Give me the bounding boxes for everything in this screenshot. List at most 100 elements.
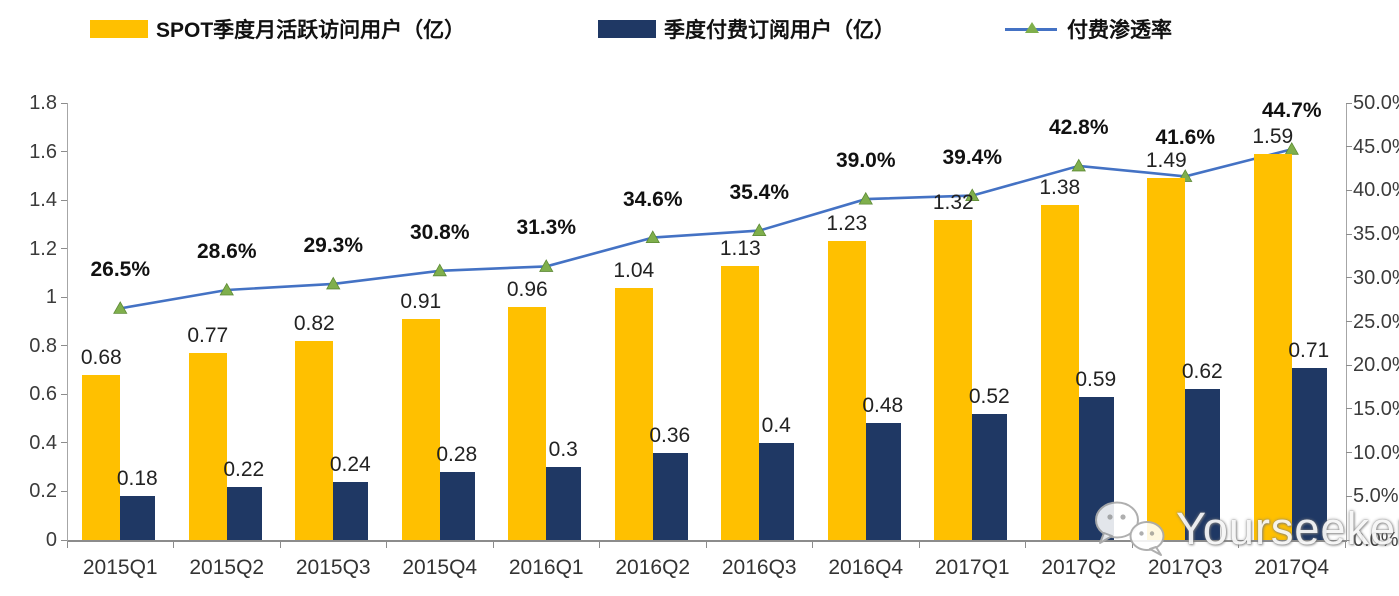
penetration-value-label: 34.6% (622, 187, 683, 211)
penetration-line (120, 148, 1293, 310)
right-axis-tick (1346, 189, 1352, 191)
x-axis-category-label: 2015Q3 (295, 556, 371, 579)
penetration-marker-icon (752, 223, 767, 237)
right-axis-tick-label: 5.0% (1353, 485, 1399, 508)
mau-bar (1147, 178, 1186, 540)
x-axis-tick (1344, 542, 1346, 548)
x-axis-category-label: 2015Q4 (402, 556, 478, 579)
x-axis-tick (918, 542, 920, 548)
x-axis-category-label: 2017Q1 (934, 556, 1010, 579)
x-axis-category-label: 2016Q2 (615, 556, 691, 579)
x-axis-category-label: 2015Q2 (189, 556, 265, 579)
penetration-value-label: 42.8% (1048, 115, 1109, 139)
x-axis-category-label: 2016Q3 (721, 556, 797, 579)
wechat-icon (1095, 501, 1165, 556)
subscriber-bar (333, 481, 369, 540)
mau-bar-value-label: 1.32 (932, 190, 974, 214)
right-axis-tick-label: 0.0% (1353, 529, 1399, 551)
penetration-marker-icon (432, 263, 447, 277)
left-axis-tick (61, 248, 67, 250)
subscriber-bar (546, 467, 582, 540)
right-axis-tick (1346, 102, 1352, 104)
mau-bar-value-label: 1.49 (1145, 149, 1187, 173)
x-axis-category-label: 2017Q4 (1254, 556, 1330, 579)
subscriber-bar (759, 442, 795, 540)
right-axis-tick (1346, 233, 1352, 235)
x-axis-tick (1025, 542, 1026, 548)
mau-bar (614, 287, 653, 540)
left-axis-tick (61, 102, 67, 104)
subscriber-bar-value-label: 0.52 (968, 384, 1010, 408)
penetration-marker-icon (1071, 158, 1086, 172)
subscriber-bar (972, 413, 1008, 540)
right-axis-tick-label: 50.0% (1353, 92, 1399, 114)
plot-area (67, 103, 1347, 542)
mau-bar (295, 340, 334, 540)
left-axis-tick (61, 296, 67, 298)
right-axis-tick-label: 15.0% (1353, 397, 1399, 420)
right-axis-tick (1346, 539, 1352, 541)
x-axis-tick (66, 542, 68, 548)
mau-bar (1040, 204, 1079, 540)
left-axis-tick-label: 0.6 (29, 383, 57, 406)
subscriber-bar (226, 486, 262, 540)
right-axis-tick-label: 10.0% (1353, 441, 1399, 464)
right-axis-tick-label: 40.0% (1353, 179, 1399, 202)
x-axis-category-label: 2015Q1 (82, 556, 158, 579)
subscriber-bar-value-label: 0.4 (761, 413, 791, 437)
x-axis-tick (173, 542, 174, 548)
mau-bar-value-label: 1.04 (613, 258, 655, 282)
penetration-value-label: 28.6% (196, 240, 257, 264)
legend-item-mau: SPOT季度月活跃访问用户（亿） (90, 15, 465, 43)
x-axis-tick (812, 542, 813, 548)
penetration-value-label: 35.4% (729, 180, 790, 204)
x-axis-category-label: 2017Q3 (1147, 556, 1223, 579)
x-axis-tick (599, 542, 600, 548)
penetration-value-label: 31.3% (516, 216, 577, 240)
watermark: Yourseeker (1090, 498, 1399, 560)
subscriber-bar-value-label: 0.36 (649, 423, 691, 447)
left-axis-tick (61, 393, 67, 395)
subscriber-bar (865, 423, 901, 540)
x-axis-tick (1131, 542, 1133, 548)
left-axis-tick-label: 0.4 (29, 431, 57, 454)
legend-label-subscribers: 季度付费订阅用户（亿） (664, 19, 895, 42)
mau-bar (934, 219, 973, 540)
mau-bar (82, 374, 121, 540)
x-axis-category-label: 2017Q2 (1041, 556, 1117, 579)
right-axis-tick-label: 20.0% (1353, 354, 1399, 377)
left-axis-tick-label: 0 (45, 529, 57, 551)
penetration-value-label: 39.4% (942, 145, 1003, 169)
penetration-value-label: 44.7% (1261, 99, 1322, 123)
x-axis-tick (492, 542, 494, 548)
subscriber-bar (120, 496, 156, 540)
right-axis-tick (1346, 321, 1352, 322)
subscriber-bar-value-label: 0.22 (223, 457, 265, 481)
subscriber-bar-value-label: 0.24 (329, 452, 371, 476)
subscriber-bar-value-label: 0.62 (1181, 360, 1223, 384)
mau-bar-value-label: 0.68 (80, 345, 122, 369)
penetration-value-label: 30.8% (409, 220, 470, 244)
penetration-value-label: 39.0% (835, 149, 896, 173)
x-axis-category-label: 2016Q1 (508, 556, 584, 579)
right-axis-tick-label: 30.0% (1353, 266, 1399, 289)
right-axis-tick (1346, 408, 1352, 410)
legend-item-penetration: 付费渗透率 (1005, 15, 1172, 43)
penetration-marker-icon (539, 259, 554, 272)
legend-label-penetration: 付费渗透率 (1067, 19, 1172, 42)
penetration-value-label: 26.5% (90, 258, 151, 282)
penetration-marker-icon (113, 301, 128, 314)
right-axis-tick (1346, 277, 1352, 279)
subscriber-legend-swatch-icon (598, 20, 656, 38)
mau-bar-value-label: 1.13 (719, 236, 761, 260)
left-axis-tick-label: 1.8 (29, 92, 57, 114)
left-axis-tick-label: 1.4 (29, 189, 57, 212)
left-axis-tick-label: 1.2 (29, 237, 57, 260)
left-axis-tick-label: 1.6 (29, 140, 57, 163)
mau-bar-value-label: 0.96 (506, 277, 548, 301)
subscriber-bar (439, 472, 475, 540)
mau-bar (721, 265, 760, 540)
mau-bar-value-label: 0.82 (293, 311, 335, 335)
x-axis-tick (279, 542, 281, 548)
